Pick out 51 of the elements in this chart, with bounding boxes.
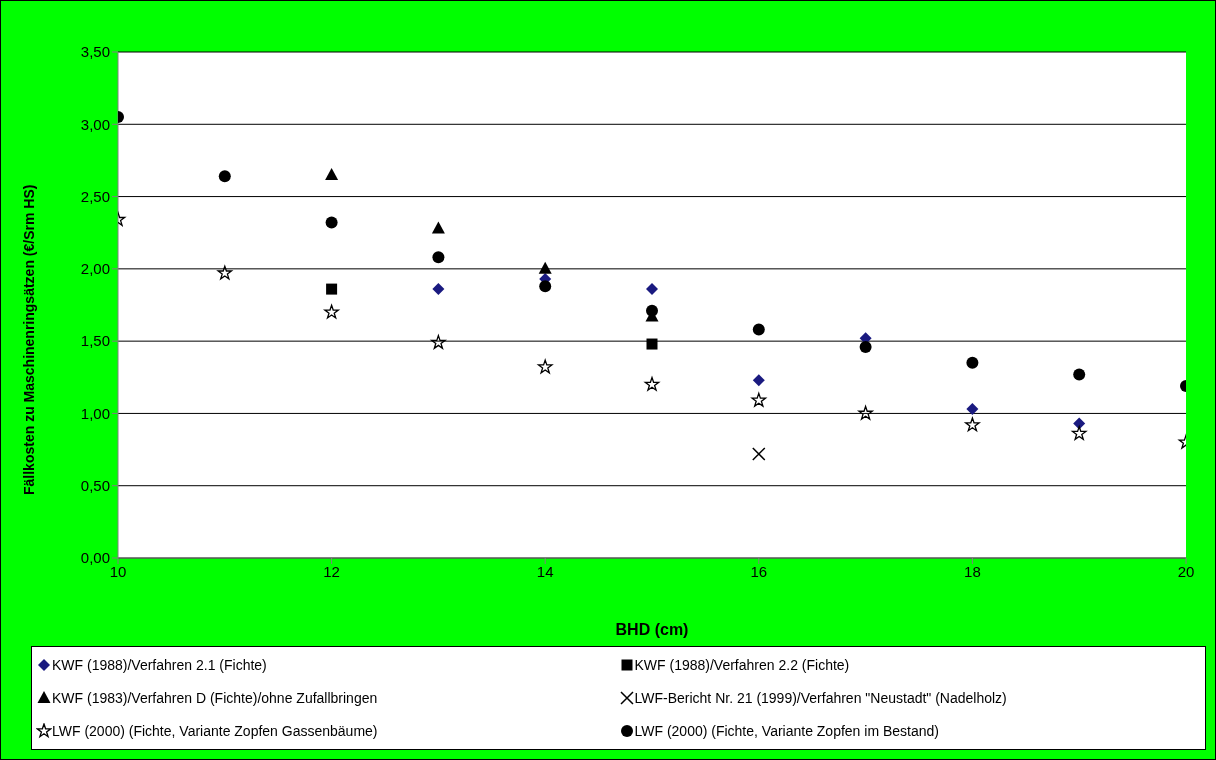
y-tick-label: 1,50 <box>80 332 110 350</box>
point <box>324 304 339 319</box>
point <box>858 405 873 420</box>
point <box>538 261 552 274</box>
point <box>432 251 445 264</box>
point <box>966 403 979 416</box>
point <box>326 283 338 295</box>
x-tick-label: 16 <box>750 562 768 580</box>
point <box>646 338 658 350</box>
x-tick-label: 10 <box>109 562 127 580</box>
point <box>218 170 231 183</box>
x-tick-label: 18 <box>964 562 981 580</box>
y-tick-label: 3,00 <box>80 115 110 133</box>
x-tick-label: 20 <box>1177 562 1195 580</box>
point <box>217 265 233 280</box>
point <box>431 334 446 349</box>
point <box>966 356 979 369</box>
x-tick-label: 12 <box>323 562 340 580</box>
x-axis-title: BHD (cm) <box>615 621 689 638</box>
point <box>644 376 660 391</box>
y-tick-label: 0,50 <box>80 477 110 495</box>
y-tick-label: 1,00 <box>80 404 110 422</box>
y-tick-label: 3,50 <box>80 43 110 61</box>
legend-label: LWF-Bericht Nr. 21 (1999)/Verfahren "Neustadt" (Nadelholz) <box>634 690 1007 706</box>
point <box>325 216 338 229</box>
legend-label: LWF (2000) (Fichte, Variante Zopfen Gassenbäume) <box>52 723 378 739</box>
point <box>646 283 658 296</box>
legend-label: KWF (1988)/Verfahren 2.2 (Fichte) <box>634 657 850 673</box>
point <box>1073 368 1086 381</box>
point <box>537 359 553 374</box>
point <box>1071 426 1087 441</box>
y-axis-title: Fällkosten zu Maschinenringsätzen (€/Srm HS) <box>20 184 37 495</box>
y-tick-label: 0,00 <box>80 549 110 567</box>
point <box>1073 417 1086 430</box>
legend-label: LWF (2000) (Fichte, Variante Zopfen im Bestand) <box>634 723 939 739</box>
point <box>965 417 980 432</box>
point <box>752 447 766 461</box>
y-tick-label: 2,00 <box>80 260 110 278</box>
point <box>431 221 445 234</box>
point <box>859 340 872 353</box>
point <box>751 392 767 407</box>
point <box>646 304 658 317</box>
point <box>539 280 552 293</box>
x-tick-label: 14 <box>536 562 554 580</box>
point <box>752 323 765 336</box>
point <box>752 374 765 387</box>
point <box>432 283 445 296</box>
legend-label: KWF (1988)/Verfahren 2.1 (Fichte) <box>52 657 267 673</box>
point <box>325 167 339 180</box>
legend-label: KWF (1983)/Verfahren D (Fichte)/ohne Zufallbringen <box>52 690 378 706</box>
y-tick-label: 2,50 <box>80 187 110 205</box>
